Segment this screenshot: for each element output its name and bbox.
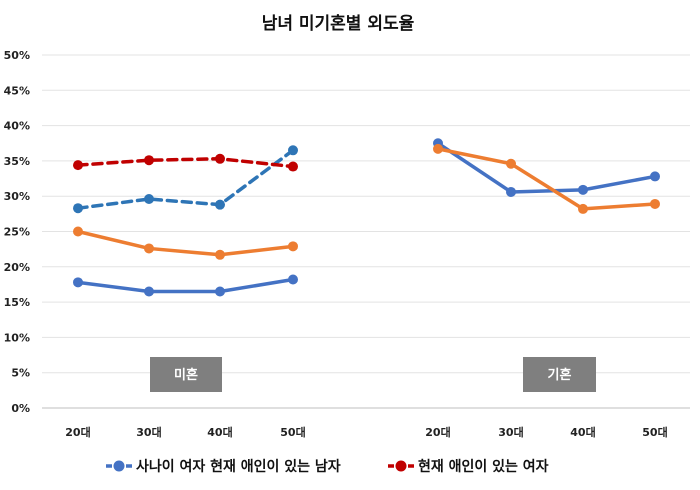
x-tick-label: 50대	[280, 425, 305, 439]
legend-marker	[113, 460, 125, 472]
legend-marker	[395, 460, 407, 472]
series-lines	[73, 138, 660, 297]
series	[73, 274, 298, 297]
data-point	[144, 194, 154, 205]
x-axis-ticks: 20대 30대 40대 50대 20대 30대 40대 50대	[65, 425, 667, 439]
data-point	[433, 143, 443, 154]
y-tick-label: 45%	[4, 84, 30, 97]
x-tick-label: 20대	[425, 425, 450, 439]
y-tick-label: 0%	[11, 402, 30, 415]
series-line	[76, 229, 295, 257]
x-tick-label: 20대	[65, 425, 90, 439]
series-line	[76, 277, 295, 294]
panel-label: 미혼	[174, 367, 198, 383]
x-tick-label: 50대	[642, 425, 667, 439]
data-point	[73, 226, 83, 237]
x-tick-label: 40대	[207, 425, 232, 439]
y-axis-ticks: 0% 5% 10% 15% 20% 25% 30% 35% 40% 45% 50%	[4, 49, 30, 415]
data-point	[650, 171, 660, 182]
series	[73, 153, 298, 172]
series-line	[76, 148, 295, 210]
data-point	[506, 186, 516, 197]
data-point	[288, 145, 298, 156]
y-tick-label: 15%	[4, 296, 30, 309]
y-tick-label: 35%	[4, 155, 30, 168]
data-point	[144, 243, 154, 254]
data-point	[144, 155, 154, 166]
series	[73, 145, 298, 214]
legend-label: 사나이 여자 현재 애인이 있는 남자	[136, 458, 341, 475]
y-tick-label: 5%	[11, 367, 30, 380]
data-point	[288, 241, 298, 252]
series-line	[436, 147, 657, 211]
data-point	[578, 203, 588, 214]
legend-label: 현재 애인이 있는 여자	[418, 458, 549, 475]
data-point	[73, 203, 83, 214]
series	[433, 138, 660, 197]
series-line	[436, 141, 657, 194]
data-point	[650, 198, 660, 209]
data-point	[288, 274, 298, 285]
data-point	[73, 277, 83, 288]
series	[73, 226, 298, 260]
x-tick-label: 30대	[498, 425, 523, 439]
data-point	[73, 160, 83, 171]
legend-entry: 현재 애인이 있는 여자	[388, 458, 549, 475]
legend-entry: 사나이 여자 현재 애인이 있는 남자	[106, 458, 341, 475]
y-tick-label: 20%	[4, 261, 30, 274]
x-tick-label: 40대	[570, 425, 595, 439]
gridlines	[42, 54, 690, 409]
x-tick-label: 30대	[136, 425, 161, 439]
data-point	[144, 286, 154, 297]
series	[433, 143, 660, 214]
panel-label: 기혼	[548, 367, 572, 383]
y-tick-label: 30%	[4, 190, 30, 203]
data-point	[215, 153, 225, 164]
panel-label-box	[150, 357, 222, 392]
data-point	[215, 199, 225, 210]
y-tick-label: 40%	[4, 120, 30, 133]
legend: 사나이 여자 현재 애인이 있는 남자 현재 애인이 있는 여자	[106, 458, 549, 475]
data-point	[215, 286, 225, 297]
data-point	[215, 249, 225, 260]
data-point	[578, 184, 588, 195]
y-tick-label: 25%	[4, 226, 30, 239]
data-point	[288, 161, 298, 172]
panel-label-box	[523, 357, 596, 392]
y-tick-label: 50%	[4, 49, 30, 62]
chart-title: 남녀 미기혼별 외도율	[262, 13, 415, 34]
y-tick-label: 10%	[4, 331, 30, 344]
data-point	[506, 158, 516, 169]
series-line	[76, 157, 295, 169]
panel-labels: 미혼 기혼	[150, 357, 596, 392]
